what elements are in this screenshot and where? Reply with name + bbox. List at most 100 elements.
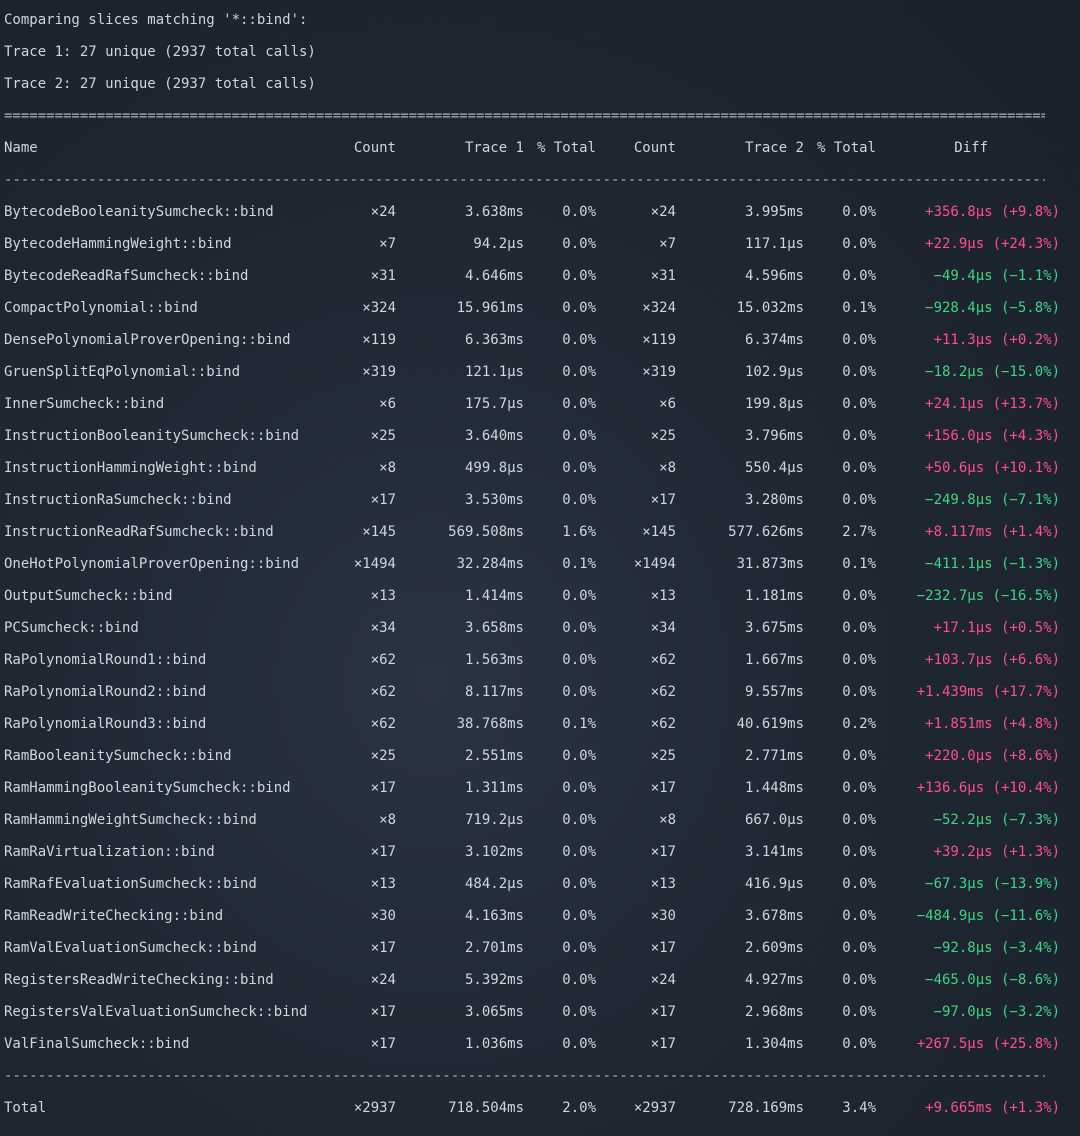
row-pct-1: 0.0% (562, 908, 596, 924)
header-trace-2: Trace 2 (744, 140, 804, 156)
row-trace-1: 94.2µs (473, 236, 524, 252)
row-diff: +39.2µs (+1.3%) (933, 844, 1060, 860)
row-name: PCSumcheck::bind (4, 620, 139, 636)
row-pct-1: 0.0% (562, 1004, 596, 1020)
row-diff: −411.1µs (−1.3%) (925, 556, 1060, 572)
row-diff: −928.4µs (−5.8%) (925, 300, 1060, 316)
row-pct-2: 0.0% (842, 268, 876, 284)
row-count-2: ×31 (650, 268, 676, 284)
row-trace-2: 667.0µs (744, 812, 804, 828)
row-trace-1: 569.508ms (448, 524, 524, 540)
intro-line: Comparing slices matching '*::bind': (4, 12, 308, 28)
row-name: InstructionBooleanitySumcheck::bind (4, 428, 300, 444)
row-pct-2: 0.0% (842, 1004, 876, 1020)
row-count-1: ×17 (370, 1036, 396, 1052)
row-name: BytecodeReadRafSumcheck::bind (4, 268, 249, 284)
row-pct-1: 0.0% (562, 812, 596, 828)
row-pct-1: 0.0% (562, 460, 596, 476)
table-row: InnerSumcheck::bind ×6 175.7µs 0.0% ×6 199.8µ… (0, 395, 1080, 413)
row-trace-1: 8.117ms (464, 684, 524, 700)
row-diff: −232.7µs (−16.5%) (916, 588, 1060, 604)
row-trace-1: 38.768ms (456, 716, 524, 732)
table-row: RegistersReadWriteChecking::bind ×24 5.392… (0, 971, 1080, 989)
row-count-1: ×62 (370, 684, 396, 700)
row-count-1: ×17 (370, 844, 396, 860)
row-count-1: ×6 (379, 396, 396, 412)
row-count-2: ×17 (650, 940, 676, 956)
row-trace-1: 1.414ms (464, 588, 524, 604)
row-trace-1: 2.701ms (464, 940, 524, 956)
row-count-1: ×17 (370, 780, 396, 796)
total-pct-1: 2.0% (562, 1100, 596, 1116)
double-rule: ========================================… (4, 108, 1045, 124)
total-count-2: ×2937 (633, 1100, 676, 1116)
row-pct-1: 0.0% (562, 204, 596, 220)
header-count-1: Count (353, 140, 396, 156)
total-pct-2: 3.4% (842, 1100, 876, 1116)
table-row: InstructionRaSumcheck::bind ×17 3.530ms 0.0… (0, 491, 1080, 509)
row-count-2: ×24 (650, 204, 676, 220)
row-pct-2: 0.0% (842, 1036, 876, 1052)
row-count-1: ×119 (362, 332, 396, 348)
row-trace-1: 1.563ms (464, 652, 524, 668)
row-trace-1: 5.392ms (464, 972, 524, 988)
row-count-1: ×25 (370, 748, 396, 764)
row-pct-2: 0.0% (842, 684, 876, 700)
row-diff: −92.8µs (−3.4%) (933, 940, 1060, 956)
row-trace-1: 2.551ms (464, 748, 524, 764)
row-pct-2: 0.0% (842, 876, 876, 892)
row-count-2: ×17 (650, 492, 676, 508)
row-name: RegistersValEvaluationSumcheck::bind (4, 1004, 308, 1020)
row-pct-2: 0.0% (842, 460, 876, 476)
row-count-2: ×17 (650, 780, 676, 796)
row-diff: +267.5µs (+25.8%) (916, 1036, 1060, 1052)
row-trace-2: 2.609ms (744, 940, 804, 956)
row-count-1: ×24 (370, 972, 396, 988)
row-diff: +356.8µs (+9.8%) (925, 204, 1060, 220)
row-diff: +156.0µs (+4.3%) (925, 428, 1060, 444)
row-trace-2: 3.675ms (744, 620, 804, 636)
total-count-1: ×2937 (353, 1100, 396, 1116)
row-count-2: ×324 (642, 300, 676, 316)
trace2-summary: Trace 2: 27 unique (2937 total calls) (4, 76, 316, 92)
row-trace-1: 3.638ms (464, 204, 524, 220)
row-pct-2: 0.0% (842, 812, 876, 828)
table-row: RamHammingWeightSumcheck::bind ×8 719.2µs 0… (0, 811, 1080, 829)
row-diff: +17.1µs (+0.5%) (933, 620, 1060, 636)
row-trace-2: 199.8µs (744, 396, 804, 412)
row-pct-2: 0.0% (842, 396, 876, 412)
row-count-1: ×13 (370, 876, 396, 892)
row-pct-1: 0.0% (562, 428, 596, 444)
table-row: CompactPolynomial::bind ×324 15.961ms 0.0% ×… (0, 299, 1080, 317)
table-row: RegistersValEvaluationSumcheck::bind ×17 3… (0, 1003, 1080, 1021)
table-row: RamRafEvaluationSumcheck::bind ×13 484.2µs… (0, 875, 1080, 893)
row-pct-1: 0.0% (562, 492, 596, 508)
row-pct-1: 0.1% (562, 716, 596, 732)
row-trace-1: 3.065ms (464, 1004, 524, 1020)
row-count-2: ×319 (642, 364, 676, 380)
row-pct-2: 0.0% (842, 780, 876, 796)
row-diff: +24.1µs (+13.7%) (925, 396, 1060, 412)
row-name: RamHammingWeightSumcheck::bind (4, 812, 257, 828)
row-diff: +1.851ms (+4.8%) (925, 716, 1060, 732)
table-row: RaPolynomialRound2::bind ×62 8.117ms 0.0% ×6… (0, 683, 1080, 701)
total-label: Total (4, 1100, 47, 1116)
row-count-2: ×1494 (633, 556, 676, 572)
row-pct-1: 0.0% (562, 300, 596, 316)
row-name: RamReadWriteChecking::bind (4, 908, 224, 924)
row-name: GruenSplitEqPolynomial::bind (4, 364, 241, 380)
row-pct-1: 0.0% (562, 332, 596, 348)
row-pct-1: 0.0% (562, 876, 596, 892)
row-name: RaPolynomialRound3::bind (4, 716, 207, 732)
row-diff: +8.117ms (+1.4%) (925, 524, 1060, 540)
row-diff: −18.2µs (−15.0%) (925, 364, 1060, 380)
table-row: RamRaVirtualization::bind ×17 3.102ms 0.0% ×… (0, 843, 1080, 861)
table-row: RamHammingBooleanitySumcheck::bind ×17 1.3… (0, 779, 1080, 797)
row-trace-2: 2.771ms (744, 748, 804, 764)
row-count-1: ×17 (370, 940, 396, 956)
row-pct-2: 0.0% (842, 940, 876, 956)
row-pct-2: 0.0% (842, 364, 876, 380)
row-count-2: ×17 (650, 1004, 676, 1020)
row-count-1: ×145 (362, 524, 396, 540)
row-count-2: ×8 (659, 812, 676, 828)
